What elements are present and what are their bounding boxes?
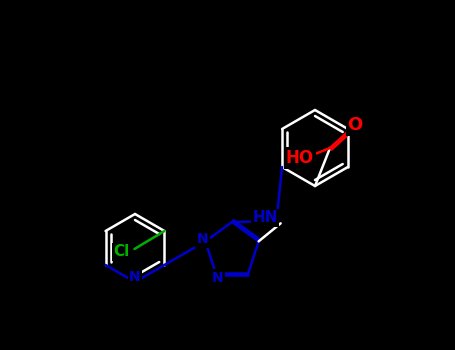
- Text: N: N: [197, 232, 208, 246]
- Text: HN: HN: [253, 210, 278, 225]
- Text: O: O: [347, 116, 363, 134]
- Text: HO: HO: [286, 149, 314, 167]
- Text: N: N: [212, 271, 223, 285]
- Text: Cl: Cl: [113, 245, 130, 259]
- Text: N: N: [129, 270, 141, 284]
